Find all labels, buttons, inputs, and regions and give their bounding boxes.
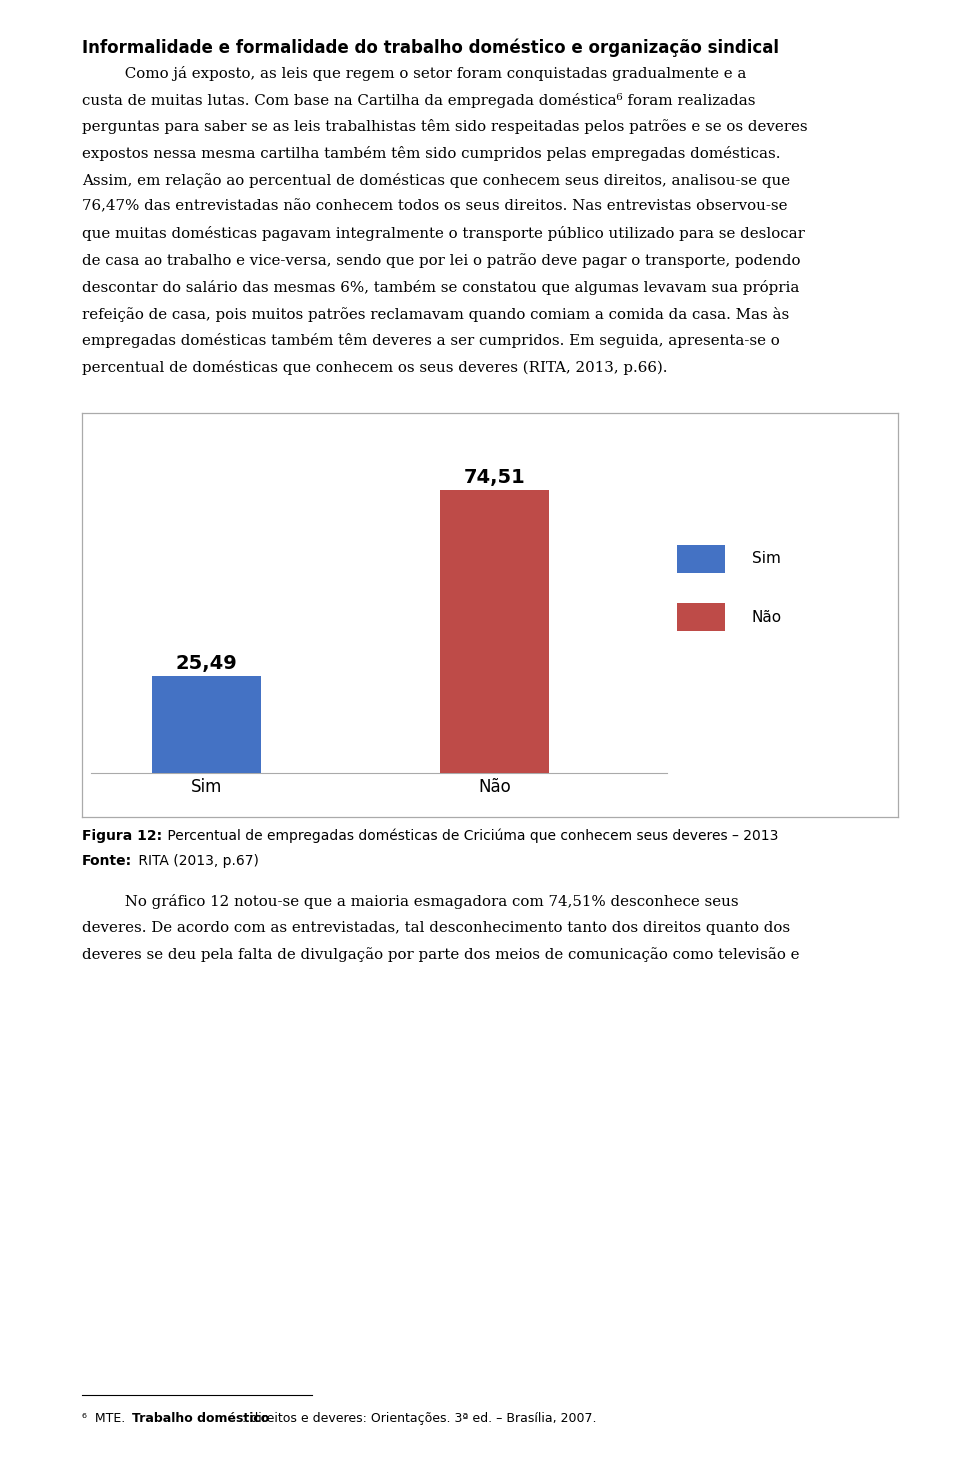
- Bar: [677, 603, 726, 631]
- Text: 25,49: 25,49: [176, 653, 237, 672]
- Text: Percentual de empregadas domésticas de Criciúma que conhecem seus deveres – 2013: Percentual de empregadas domésticas de C…: [163, 828, 779, 843]
- Text: No gráfico 12 notou-se que a maioria esmagadora com 74,51% desconhece seus: No gráfico 12 notou-se que a maioria esm…: [82, 894, 738, 909]
- Text: Não: Não: [752, 609, 782, 624]
- Text: 76,47% das entrevistadas não conhecem todos os seus direitos. Nas entrevistas ob: 76,47% das entrevistadas não conhecem to…: [82, 200, 787, 214]
- Text: : direitos e deveres: Orientações. 3ª ed. – Brasília, 2007.: : direitos e deveres: Orientações. 3ª ed…: [242, 1412, 596, 1425]
- Text: Informalidade e formalidade do trabalho doméstico e organização sindical: Informalidade e formalidade do trabalho …: [82, 38, 779, 57]
- Text: percentual de domésticas que conhecem os seus deveres (RITA, 2013, p.66).: percentual de domésticas que conhecem os…: [82, 360, 667, 374]
- Text: perguntas para saber se as leis trabalhistas têm sido respeitadas pelos patrões : perguntas para saber se as leis trabalhi…: [82, 119, 807, 135]
- Text: de casa ao trabalho e vice-versa, sendo que por lei o patrão deve pagar o transp: de casa ao trabalho e vice-versa, sendo …: [82, 252, 800, 269]
- Text: deveres se deu pela falta de divulgação por parte dos meios de comunicação como : deveres se deu pela falta de divulgação …: [82, 947, 799, 963]
- Text: custa de muitas lutas. Com base na Cartilha da empregada doméstica⁶ foram realiz: custa de muitas lutas. Com base na Carti…: [82, 92, 756, 107]
- Text: ⁶  MTE.: ⁶ MTE.: [82, 1412, 129, 1425]
- Text: Assim, em relação ao percentual de domésticas que conhecem seus direitos, analis: Assim, em relação ao percentual de domés…: [82, 173, 790, 188]
- Text: RITA (2013, p.67): RITA (2013, p.67): [134, 854, 259, 868]
- Text: deveres. De acordo com as entrevistadas, tal desconhecimento tanto dos direitos : deveres. De acordo com as entrevistadas,…: [82, 920, 790, 935]
- Bar: [440, 490, 549, 772]
- Text: 74,51: 74,51: [464, 468, 525, 486]
- Text: Fonte:: Fonte:: [82, 854, 132, 868]
- Text: Sim: Sim: [752, 552, 780, 567]
- Bar: [677, 545, 726, 573]
- Text: Figura 12:: Figura 12:: [82, 828, 161, 843]
- Text: descontar do salário das mesmas 6%, também se constatou que algumas levavam sua : descontar do salário das mesmas 6%, tamb…: [82, 280, 799, 295]
- Text: expostos nessa mesma cartilha também têm sido cumpridos pelas empregadas domésti: expostos nessa mesma cartilha também têm…: [82, 147, 780, 161]
- Text: Trabalho doméstico: Trabalho doméstico: [132, 1412, 269, 1425]
- Text: Como já exposto, as leis que regem o setor foram conquistadas gradualmente e a: Como já exposto, as leis que regem o set…: [82, 66, 746, 81]
- Text: empregadas domésticas também têm deveres a ser cumpridos. Em seguida, apresenta-: empregadas domésticas também têm deveres…: [82, 333, 780, 348]
- Bar: [152, 675, 261, 772]
- Text: que muitas domésticas pagavam integralmente o transporte público utilizado para : que muitas domésticas pagavam integralme…: [82, 226, 804, 241]
- Text: refeição de casa, pois muitos patrões reclamavam quando comiam a comida da casa.: refeição de casa, pois muitos patrões re…: [82, 307, 789, 321]
